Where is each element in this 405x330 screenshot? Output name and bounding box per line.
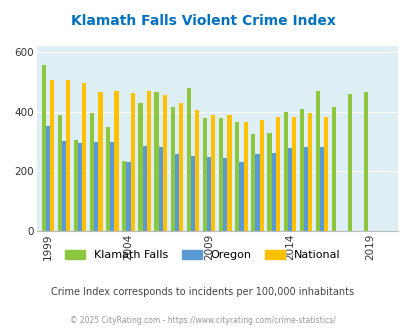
Bar [271,153,275,231]
Bar [195,110,199,231]
Bar [122,161,126,231]
Bar [130,93,134,231]
Legend: Klamath Falls, Oregon, National: Klamath Falls, Oregon, National [65,250,340,260]
Bar [179,103,183,231]
Bar [307,113,311,231]
Bar [146,91,151,231]
Bar [223,158,227,231]
Text: Klamath Falls Violent Crime Index: Klamath Falls Violent Crime Index [70,15,335,28]
Bar [138,103,142,231]
Bar [66,80,70,231]
Bar [363,92,367,231]
Bar [62,141,66,231]
Bar [106,127,110,231]
Bar [74,140,78,231]
Bar [283,112,287,231]
Bar [90,113,94,231]
Bar [170,107,175,231]
Bar [98,92,102,231]
Bar [190,156,195,231]
Bar [158,147,162,231]
Bar [347,94,352,231]
Bar [41,65,46,231]
Bar [251,134,255,231]
Bar [142,146,146,231]
Bar [202,118,207,231]
Bar [243,122,247,231]
Bar [275,117,279,231]
Bar [218,118,223,231]
Bar [211,115,215,231]
Bar [239,162,243,231]
Bar [323,117,328,231]
Bar [207,157,211,231]
Bar [255,154,259,231]
Bar [234,122,239,231]
Bar [162,95,166,231]
Bar [227,115,231,231]
Bar [287,148,291,231]
Bar [291,117,295,231]
Bar [259,120,263,231]
Bar [303,147,307,231]
Bar [78,143,82,231]
Bar [331,107,335,231]
Bar [319,147,323,231]
Bar [94,142,98,231]
Bar [58,115,62,231]
Bar [267,133,271,231]
Bar [50,81,54,231]
Text: © 2025 CityRating.com - https://www.cityrating.com/crime-statistics/: © 2025 CityRating.com - https://www.city… [70,316,335,325]
Bar [110,142,114,231]
Bar [175,154,179,231]
Bar [154,92,158,231]
Text: Crime Index corresponds to incidents per 100,000 inhabitants: Crime Index corresponds to incidents per… [51,287,354,297]
Bar [299,109,303,231]
Bar [126,162,130,231]
Bar [186,88,190,231]
Bar [114,91,118,231]
Bar [46,126,50,231]
Bar [82,83,86,231]
Bar [315,91,319,231]
